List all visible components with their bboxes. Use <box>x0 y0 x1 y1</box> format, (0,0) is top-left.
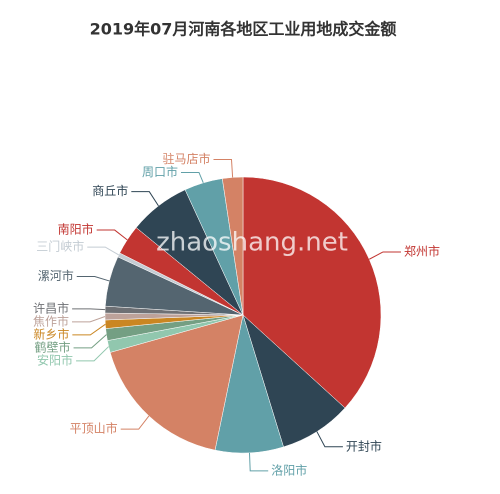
leader-line <box>76 346 110 362</box>
leader-line <box>213 158 234 178</box>
chart-title: 2019年07月河南各地区工业用地成交金额 <box>90 20 397 39</box>
leader-line <box>120 415 150 430</box>
pie-slice <box>109 314 244 451</box>
slice-label: 平顶山市 <box>70 421 118 436</box>
slice-label: 新乡市 <box>33 326 69 341</box>
leader-line <box>180 171 204 184</box>
leader-line <box>96 229 128 241</box>
pie-slice <box>222 176 244 316</box>
slice-label: 焦作市 <box>33 313 69 328</box>
leader-line <box>72 316 106 323</box>
slice-label: 洛阳市 <box>271 462 307 477</box>
leader-line <box>73 334 107 349</box>
leader-line <box>76 275 110 282</box>
slice-label: 郑州市 <box>404 243 440 258</box>
leader-line <box>131 191 159 207</box>
leader-line <box>369 251 401 260</box>
watermark: zhaoshang.net <box>156 228 348 258</box>
leader-line <box>72 308 106 311</box>
slice-label: 鹤壁市 <box>35 339 71 354</box>
slice-label: 三门峡市 <box>36 239 84 254</box>
leader-line <box>248 452 269 472</box>
slice-label: 漯河市 <box>38 268 74 283</box>
slice-label: 许昌市 <box>33 300 69 315</box>
slice-label: 开封市 <box>346 438 382 453</box>
slice-label: 安阳市 <box>37 352 73 367</box>
slice-label: 商丘市 <box>92 183 128 198</box>
slice-label: 周口市 <box>142 164 178 179</box>
slice-label: 驻马店市 <box>162 151 210 166</box>
leader-line <box>72 323 106 336</box>
leader-line <box>316 431 343 448</box>
leader-line <box>87 246 120 256</box>
pie-slice <box>242 176 382 409</box>
slice-label: 南阳市 <box>58 222 94 237</box>
